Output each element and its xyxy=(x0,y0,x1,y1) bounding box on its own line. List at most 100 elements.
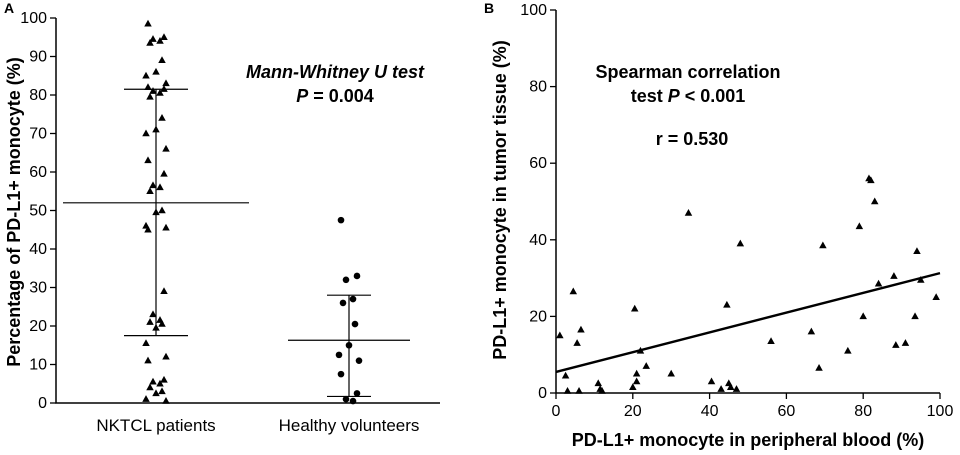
data-point-circle xyxy=(353,390,361,397)
data-point-triangle xyxy=(146,187,154,194)
data-point-triangle xyxy=(815,364,823,371)
data-point-triangle xyxy=(561,371,570,379)
data-point-triangle xyxy=(144,356,152,364)
panel-b-test-name: Spearman correlation xyxy=(595,62,780,82)
data-point-triangle xyxy=(577,325,585,333)
panel-b-x-tick-label: 80 xyxy=(854,403,872,420)
panel-b-r-value: r = 0.530 xyxy=(656,129,729,149)
data-point-triangle xyxy=(156,89,164,96)
data-point-triangle xyxy=(667,369,675,377)
panel-b-y-tick-label: 20 xyxy=(529,308,547,325)
panel-a-test-name: Mann-Whitney U test xyxy=(246,62,425,82)
panel-a-y-tick-label: 50 xyxy=(29,203,47,220)
panel-b-y-axis-title: PD-L1+ monocyte in tumor tissue (%) xyxy=(490,40,510,360)
data-point-circle xyxy=(349,295,357,303)
data-point-triangle xyxy=(152,208,160,216)
data-point-circle xyxy=(335,351,343,359)
panel-b-p-symbol: P xyxy=(668,86,681,106)
panel-b-y-tick-label: 0 xyxy=(538,385,547,402)
data-point-triangle xyxy=(890,272,898,279)
data-point-circle xyxy=(342,276,350,284)
data-point-triangle xyxy=(573,339,581,346)
data-point-triangle xyxy=(146,318,154,325)
data-point-triangle xyxy=(149,377,157,385)
data-point-triangle xyxy=(575,387,583,394)
data-point-triangle xyxy=(149,87,157,94)
panel-b-y-tick-label: 100 xyxy=(520,2,547,19)
panel-b-y-tick-label: 80 xyxy=(529,79,547,96)
data-point-triangle xyxy=(158,320,166,327)
data-point-triangle xyxy=(162,79,170,87)
data-point-triangle xyxy=(917,275,925,283)
panel-b-data-points xyxy=(556,174,940,394)
data-point-triangle xyxy=(158,56,166,64)
panel-a-y-tick-label: 90 xyxy=(29,49,47,66)
panel-a-y-tick-label: 80 xyxy=(29,87,47,104)
data-point-triangle xyxy=(723,300,731,308)
panel-a-y-axis-title: Percentage of PD-L1+ monocyte (%) xyxy=(4,57,24,367)
panel-b-test-word: test xyxy=(631,86,668,106)
data-point-triangle xyxy=(160,375,168,383)
data-point-triangle xyxy=(158,387,166,395)
panel-a-y-tick-label: 10 xyxy=(29,357,47,374)
data-point-circle xyxy=(349,397,357,405)
data-point-triangle xyxy=(874,279,883,287)
panel-b-x-ticks: 0 20 40 60 80 100 xyxy=(552,393,954,420)
data-point-triangle xyxy=(717,385,725,392)
data-point-triangle xyxy=(142,339,150,347)
panel-a-letter: A xyxy=(4,0,14,16)
data-point-circle xyxy=(337,370,345,378)
data-point-triangle xyxy=(162,397,170,404)
data-point-triangle xyxy=(158,114,166,121)
data-point-triangle xyxy=(726,383,735,390)
data-point-circle xyxy=(342,395,350,403)
data-point-triangle xyxy=(146,38,154,46)
data-point-triangle xyxy=(152,67,160,75)
panel-b-letter: B xyxy=(484,0,494,16)
data-point-triangle xyxy=(160,85,168,92)
data-point-triangle xyxy=(932,293,940,300)
data-point-triangle xyxy=(736,239,745,247)
panel-a-y-tick-label: 0 xyxy=(38,395,47,412)
data-point-triangle xyxy=(152,323,160,331)
data-point-triangle xyxy=(152,389,160,397)
panel-b-x-tick-label: 100 xyxy=(927,403,954,420)
panel-b-x-tick-label: 0 xyxy=(552,403,561,420)
panel-b-y-tick-label: 40 xyxy=(529,232,547,249)
data-point-triangle xyxy=(144,225,152,233)
panel-a-y-tick-label: 20 xyxy=(29,318,47,335)
panel-a-y-ticks: 0 10 20 30 40 50 60 70 80 90 100 xyxy=(20,10,56,412)
data-point-triangle xyxy=(160,287,168,295)
data-point-triangle xyxy=(144,83,152,90)
data-point-triangle xyxy=(162,144,170,152)
data-point-triangle xyxy=(901,339,910,346)
panel-a-p-value: P = 0.004 xyxy=(296,86,374,106)
data-point-triangle xyxy=(156,379,164,387)
data-point-triangle xyxy=(598,387,606,394)
data-point-triangle xyxy=(767,337,775,344)
panel-a-y-tick-label: 40 xyxy=(29,241,47,258)
data-point-triangle xyxy=(870,197,879,205)
data-point-triangle xyxy=(152,125,160,133)
data-point-triangle xyxy=(629,383,637,390)
data-point-triangle xyxy=(162,223,170,231)
panel-a-y-tick-label: 60 xyxy=(29,164,47,181)
data-point-triangle xyxy=(892,341,900,348)
data-point-triangle xyxy=(569,287,578,295)
panel-b-p-text: < 0.001 xyxy=(680,86,746,106)
data-point-circle xyxy=(337,216,345,224)
panel-b-x-tick-label: 20 xyxy=(624,403,642,420)
data-point-triangle xyxy=(146,383,154,391)
data-point-triangle xyxy=(563,387,572,394)
panel-a-category-nktcl: NKTCL patients xyxy=(96,416,215,435)
data-point-triangle xyxy=(594,379,602,387)
data-point-triangle xyxy=(636,346,645,354)
data-point-triangle xyxy=(158,206,166,214)
data-point-circle xyxy=(353,272,361,280)
data-point-triangle xyxy=(162,352,170,360)
data-point-triangle xyxy=(867,176,875,184)
panel-a-p-text: = 0.004 xyxy=(308,86,374,106)
data-point-triangle xyxy=(707,377,716,385)
data-point-triangle xyxy=(144,156,152,164)
